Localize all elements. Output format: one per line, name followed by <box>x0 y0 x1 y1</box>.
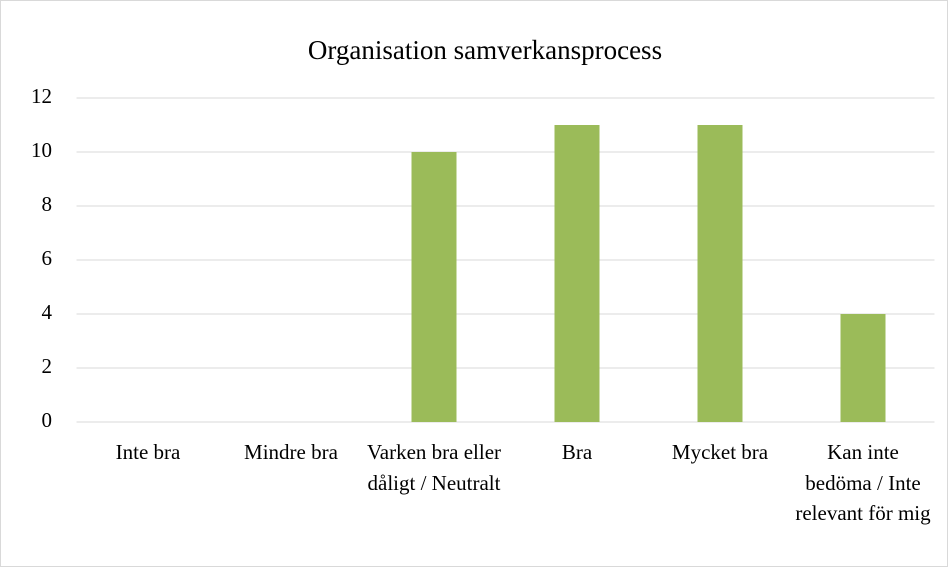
x-tick-label: Mindre bra <box>244 440 338 464</box>
y-tick-label: 4 <box>42 300 53 324</box>
y-tick-label: 12 <box>31 84 52 108</box>
bar <box>697 125 743 422</box>
y-tick-label: 2 <box>42 354 53 378</box>
y-tick-label: 0 <box>42 408 53 432</box>
bar <box>554 125 600 422</box>
x-tick-label: Kan inte bedöma / Inte relevant för mig <box>795 440 931 525</box>
y-tick-label: 10 <box>31 138 52 162</box>
bar <box>840 314 886 422</box>
bar <box>411 152 457 422</box>
chart-title: Organisation samverkansprocess <box>308 35 662 65</box>
x-tick-label: Varken bra eller dåligt / Neutralt <box>366 440 502 495</box>
y-tick-label: 8 <box>42 192 53 216</box>
x-tick-label: Inte bra <box>115 440 181 464</box>
y-tick-label: 6 <box>42 246 53 270</box>
x-tick-label: Bra <box>561 440 593 464</box>
x-tick-label: Mycket bra <box>671 440 769 464</box>
